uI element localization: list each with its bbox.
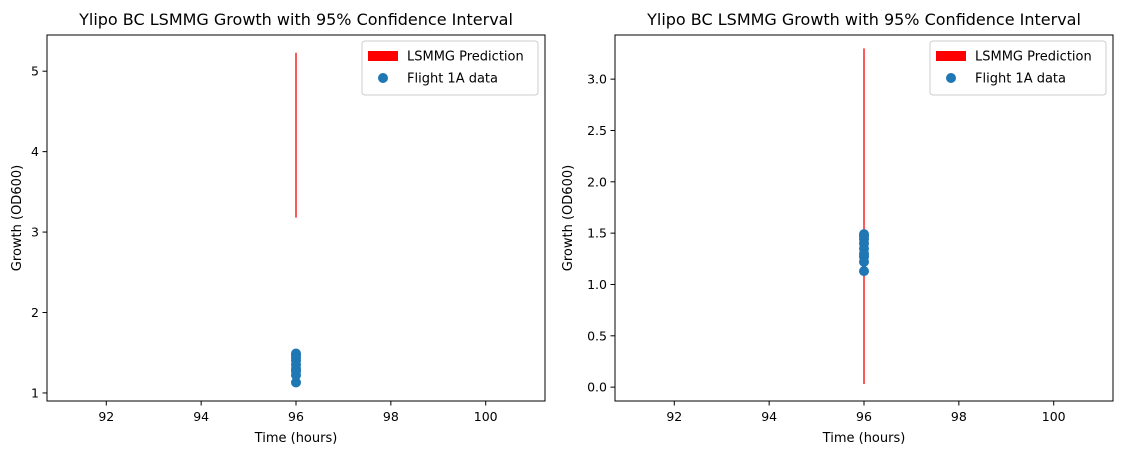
y-axis-label: Growth (OD600) [10,165,25,271]
x-tick-label: 92 [98,409,114,424]
legend-swatch-prediction [368,51,398,61]
y-tick-label: 1.0 [587,277,607,292]
legend-swatch-prediction [936,51,966,61]
x-axis-label: Time (hours) [822,431,906,446]
chart-panel-1: Ylipo BC LSMMG Growth with 95% Confidenc… [10,10,546,446]
legend: LSMMG Prediction Flight 1A data [929,40,1107,96]
legend-label: Flight 1A data [407,72,498,87]
plot-frame [46,34,546,402]
plot-frame [614,34,1114,402]
y-tick-label: 0.0 [587,380,607,395]
y-tick-label: 2 [31,305,39,320]
legend: LSMMG Prediction Flight 1A data [361,40,539,96]
data-point [859,229,869,240]
legend-label: Flight 1A data [975,72,1066,87]
y-tick-label: 0.5 [587,328,607,343]
legend-label: LSMMG Prediction [975,50,1092,65]
x-axis-label: Time (hours) [254,431,338,446]
x-tick-label: 98 [951,409,967,424]
legend-box [929,40,1107,96]
chart-title: Ylipo BC LSMMG Growth with 95% Confidenc… [646,10,1081,29]
x-tick-label: 96 [856,409,872,424]
y-tick-label: 2.0 [587,174,607,189]
x-tick-label: 94 [761,409,777,424]
data-point [859,266,869,277]
chart-panel-2: Ylipo BC LSMMG Growth with 95% Confidenc… [561,10,1114,446]
y-tick-label: 4 [31,144,39,159]
y-tick-label: 5 [31,64,39,79]
x-tick-label: 92 [666,409,682,424]
chart-title: Ylipo BC LSMMG Growth with 95% Confidenc… [78,10,513,29]
y-axis-label: Growth (OD600) [561,165,576,271]
legend-box [361,40,539,96]
y-tick-label: 2.5 [587,123,607,138]
x-tick-label: 100 [474,409,498,424]
data-point [291,348,301,359]
y-tick-label: 3 [31,225,39,240]
legend-swatch-flight-data [946,73,956,83]
legend-swatch-flight-data [378,73,388,83]
x-tick-label: 98 [383,409,399,424]
x-tick-label: 100 [1042,409,1066,424]
x-tick-label: 94 [193,409,209,424]
y-tick-label: 1 [31,385,39,400]
legend-label: LSMMG Prediction [407,50,524,65]
y-tick-label: 3.0 [587,72,607,87]
y-tick-label: 1.5 [587,226,607,241]
data-point [291,377,301,388]
x-tick-label: 96 [288,409,304,424]
